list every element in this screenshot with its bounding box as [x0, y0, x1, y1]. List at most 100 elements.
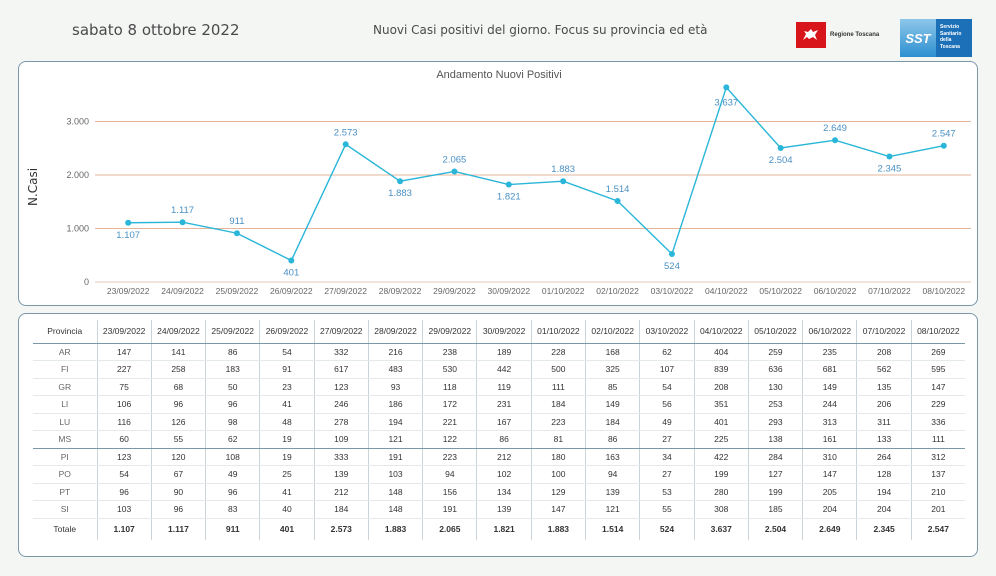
table-row: PT 96 90 96 41 212 148 156 134 129 139 53 280 199 205 1… — [33, 483, 965, 501]
total-cell: 1.107 — [97, 517, 152, 540]
value-cell: 422 — [694, 448, 749, 466]
value-cell: 23 — [259, 378, 315, 396]
report-date: sabato 8 ottobre 2022 — [72, 21, 240, 39]
value-cell: 308 — [694, 500, 749, 519]
value-cell: 67 — [151, 465, 207, 484]
value-cell: 183 — [205, 360, 261, 379]
value-cell: 138 — [748, 430, 804, 449]
data-point — [886, 153, 893, 160]
value-cell: 149 — [585, 395, 641, 414]
value-cell: 238 — [422, 343, 478, 361]
value-cell: 107 — [639, 360, 695, 379]
x-tick-label: 24/09/2022 — [161, 286, 204, 296]
value-cell: 208 — [694, 378, 749, 396]
province-table: Provincia 23/09/2022 24/09/2022 25/09/2022 2… — [33, 320, 965, 540]
data-point — [179, 219, 186, 226]
x-tick-label: 05/10/2022 — [759, 286, 802, 296]
value-cell: 185 — [748, 500, 804, 519]
value-cell: 351 — [694, 395, 749, 414]
value-cell: 55 — [151, 430, 207, 449]
data-point — [832, 137, 839, 144]
value-cell: 27 — [639, 465, 695, 484]
value-cell: 133 — [856, 430, 912, 449]
value-cell: 111 — [531, 378, 587, 396]
value-cell: 264 — [856, 448, 912, 466]
total-cell: 401 — [259, 517, 315, 540]
value-cell: 139 — [314, 465, 369, 484]
value-cell: 128 — [856, 465, 912, 484]
value-cell: 141 — [151, 343, 207, 361]
value-cell: 121 — [585, 500, 641, 519]
sst-mark: SST — [900, 19, 936, 57]
value-cell: 225 — [694, 430, 749, 449]
value-cell: 86 — [585, 430, 641, 449]
column-header-date: 03/10/2022 — [639, 320, 695, 344]
total-cell: 1.883 — [368, 517, 424, 540]
data-point — [723, 84, 730, 91]
table-row: PI 123 120 108 19 333 191 223 212 180 163 34 422 284 3… — [33, 448, 965, 466]
value-cell: 161 — [802, 430, 858, 449]
value-cell: 172 — [422, 395, 478, 414]
value-cell: 62 — [639, 343, 695, 361]
value-cell: 681 — [802, 360, 858, 379]
value-cell: 54 — [97, 465, 152, 484]
value-cell: 102 — [476, 465, 532, 484]
value-cell: 119 — [476, 378, 532, 396]
data-point — [940, 142, 947, 149]
data-label: 911 — [229, 216, 244, 227]
value-cell: 91 — [259, 360, 315, 379]
value-cell: 186 — [368, 395, 424, 414]
total-cell: 2.649 — [802, 517, 858, 540]
value-cell: 81 — [531, 430, 587, 449]
data-point — [505, 181, 512, 188]
line-chart: Andamento Nuovi Positivi N.Casi 0 1.000 2.00… — [26, 69, 971, 296]
value-cell: 278 — [314, 413, 369, 431]
value-cell: 83 — [205, 500, 261, 519]
value-cell: 109 — [314, 430, 369, 449]
value-cell: 148 — [368, 483, 424, 501]
value-cell: 562 — [856, 360, 912, 379]
data-label: 2.345 — [878, 164, 902, 175]
x-tick-label: 07/10/2022 — [868, 286, 911, 296]
value-cell: 189 — [476, 343, 532, 361]
column-header-date: 06/10/2022 — [802, 320, 858, 344]
total-cell: 2.345 — [856, 517, 912, 540]
series-line — [128, 86, 944, 262]
column-header-date: 30/09/2022 — [476, 320, 532, 344]
table-header-row: Provincia 23/09/2022 24/09/2022 25/09/2022 2… — [33, 320, 965, 344]
data-label: 1.883 — [551, 164, 575, 175]
value-cell: 167 — [476, 413, 532, 431]
data-label: 1.821 — [497, 192, 521, 203]
x-tick-label: 26/09/2022 — [270, 286, 313, 296]
value-cell: 27 — [639, 430, 695, 449]
column-header-date: 07/10/2022 — [856, 320, 912, 344]
value-cell: 231 — [476, 395, 532, 414]
value-cell: 19 — [259, 430, 315, 449]
x-tick-label: 08/10/2022 — [923, 286, 966, 296]
value-cell: 191 — [422, 500, 478, 519]
value-cell: 56 — [639, 395, 695, 414]
value-cell: 184 — [531, 395, 587, 414]
x-tick-label: 30/09/2022 — [488, 286, 531, 296]
value-cell: 216 — [368, 343, 424, 361]
value-cell: 129 — [531, 483, 587, 501]
x-tick-label: 25/09/2022 — [216, 286, 259, 296]
value-cell: 19 — [259, 448, 315, 466]
value-cell: 49 — [205, 465, 261, 484]
data-label: 1.514 — [606, 184, 630, 195]
value-cell: 41 — [259, 483, 315, 501]
value-cell: 123 — [314, 378, 369, 396]
data-label: 2.547 — [932, 129, 956, 140]
value-cell: 310 — [802, 448, 858, 466]
y-axis-label: N.Casi — [26, 168, 40, 206]
value-cell: 212 — [314, 483, 369, 501]
total-cell: 1.821 — [476, 517, 532, 540]
value-cell: 253 — [748, 395, 804, 414]
total-cell: 524 — [639, 517, 695, 540]
value-cell: 163 — [585, 448, 641, 466]
value-cell: 139 — [476, 500, 532, 519]
column-header-date: 27/09/2022 — [314, 320, 369, 344]
value-cell: 86 — [476, 430, 532, 449]
value-cell: 122 — [422, 430, 478, 449]
column-header-date: 25/09/2022 — [205, 320, 261, 344]
